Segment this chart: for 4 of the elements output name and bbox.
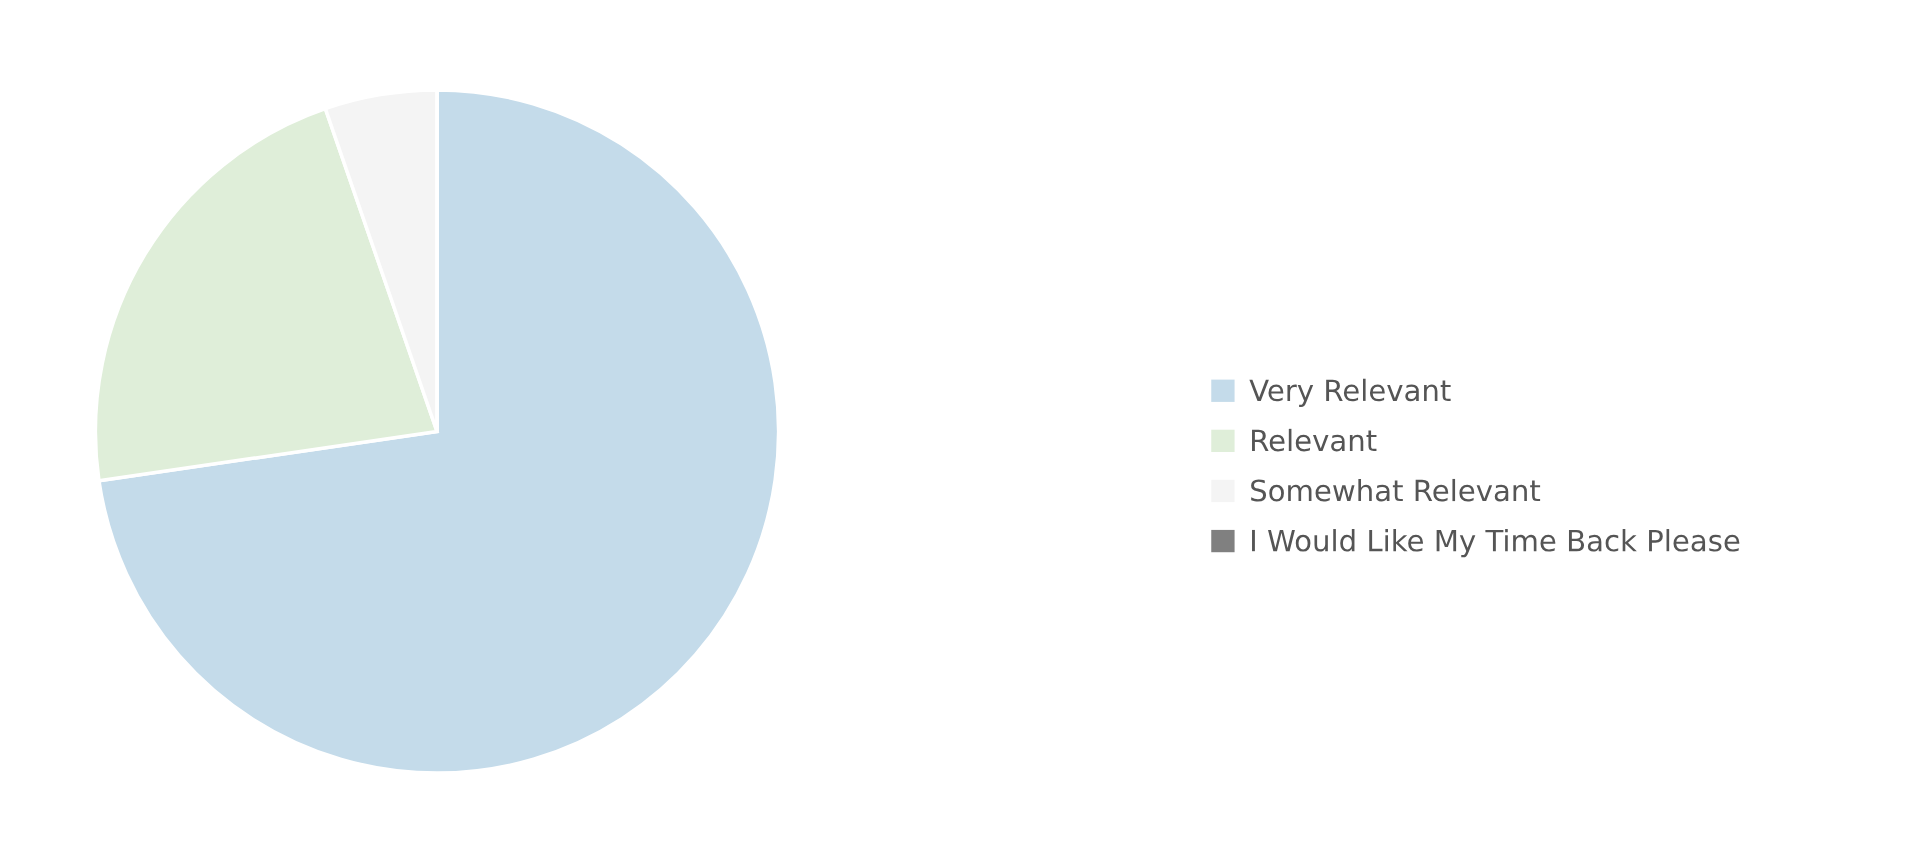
legend-label: Somewhat Relevant <box>1251 478 1541 502</box>
legend-label: Relevant <box>1252 428 1377 452</box>
legend-label: I Would Like My Time Back Please <box>1252 529 1740 558</box>
legend-label: Very Relevant <box>1249 378 1451 407</box>
